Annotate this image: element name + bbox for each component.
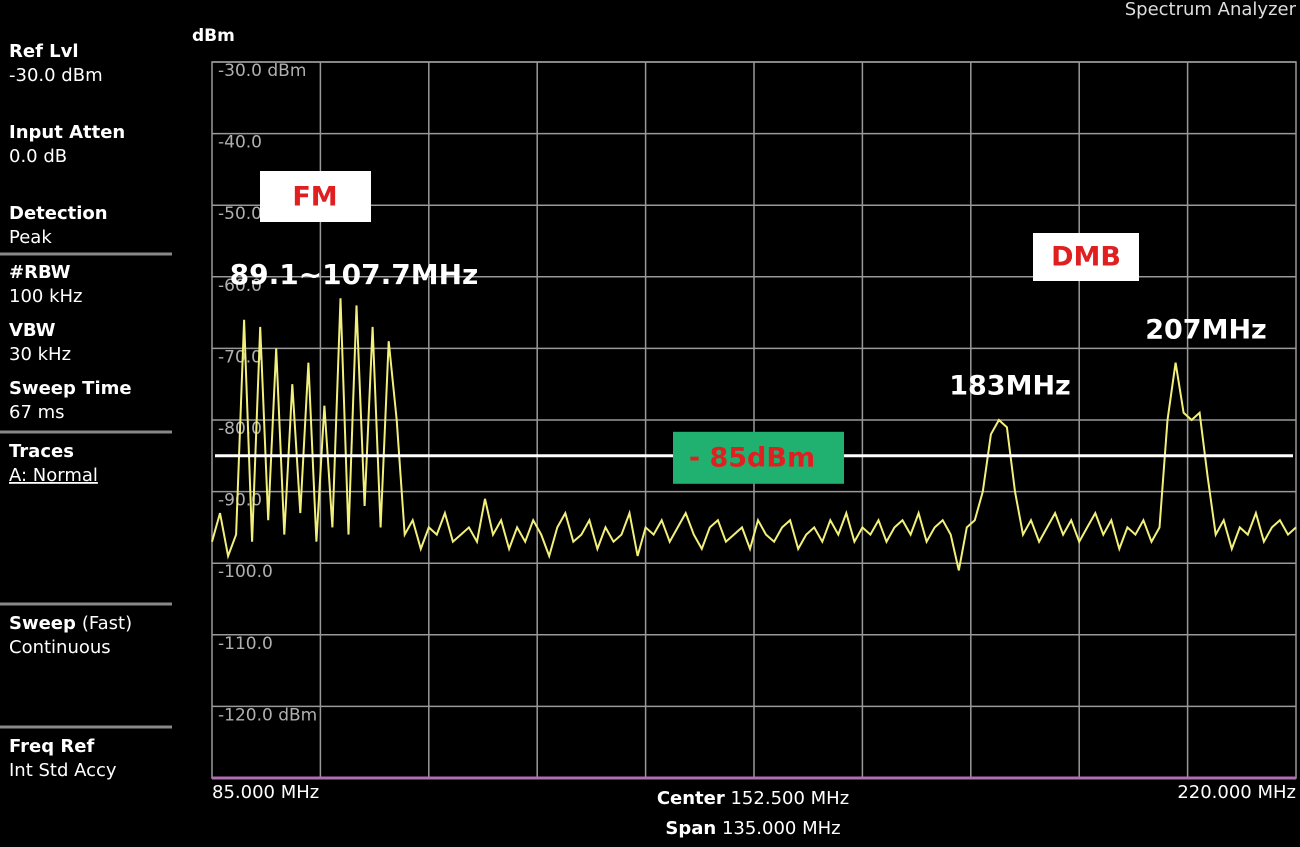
y-tick-label: -50.0 (218, 204, 262, 224)
annotation: 207MHz (1145, 315, 1267, 346)
x-tick-label: 220.000 MHz (1177, 782, 1296, 803)
y-tick-label: -60.0 (218, 276, 262, 296)
x-tick-label: 85.000 MHz (212, 782, 319, 803)
panel-value: Continuous (9, 637, 111, 658)
annotation-box (260, 171, 371, 222)
annotation-box (1033, 233, 1139, 281)
annotation: DMB (1051, 242, 1121, 273)
panel-label: Detection (9, 203, 108, 224)
panel-separators (0, 252, 172, 729)
panel-label: Sweep (9, 613, 76, 634)
y-tick-label: -90.0 (218, 491, 262, 511)
trace (211, 298, 1297, 571)
y-tick-label: -120.0 dBm (218, 705, 317, 725)
annotation: 183MHz (949, 371, 1071, 402)
y-tick-label: -70.0 (218, 347, 262, 367)
panel-value: 0.0 dB (9, 146, 67, 167)
trace-mode-link[interactable]: A: Normal (9, 465, 98, 486)
panel-label: Sweep Time (9, 378, 132, 399)
panel-label: Traces (9, 441, 74, 462)
panel-label: Ref Lvl (9, 41, 79, 62)
span-info: Span 135.000 MHz (665, 818, 840, 839)
annotation: 89.1~107.7MHz (230, 258, 479, 291)
panel-label: Input Atten (9, 122, 125, 143)
panel-value: -30.0 dBm (9, 65, 103, 86)
span-label: Span (665, 818, 716, 839)
center-label: Center (657, 788, 725, 809)
app-title: Spectrum Analyzer (1125, 0, 1297, 20)
panel-label: #RBW (9, 262, 71, 283)
y-tick-label: -100.0 (218, 562, 273, 582)
panel-value: Peak (9, 227, 52, 248)
reference-label-box (673, 431, 844, 484)
y-tick-label: -110.0 (218, 634, 273, 654)
panel-value: 30 kHz (9, 344, 71, 365)
panel-value: Int Std Accy (9, 760, 117, 781)
center-info: Center 152.500 MHz (657, 788, 849, 809)
y-tick-label: -30.0 dBm (218, 61, 306, 81)
annotation: FM (292, 182, 337, 213)
center-value: 152.500 MHz (730, 788, 849, 809)
reference-label: - 85dBm (689, 442, 815, 473)
panel-value: 67 ms (9, 402, 65, 423)
panel-label: Freq Ref (9, 736, 94, 757)
panel-label: VBW (9, 320, 56, 341)
panel-value: 100 kHz (9, 286, 83, 307)
panel-note: (Fast) (82, 613, 132, 634)
span-value: 135.000 MHz (722, 818, 841, 839)
y-axis-label: dBm (192, 26, 235, 46)
y-tick-label: -40.0 (218, 133, 262, 153)
